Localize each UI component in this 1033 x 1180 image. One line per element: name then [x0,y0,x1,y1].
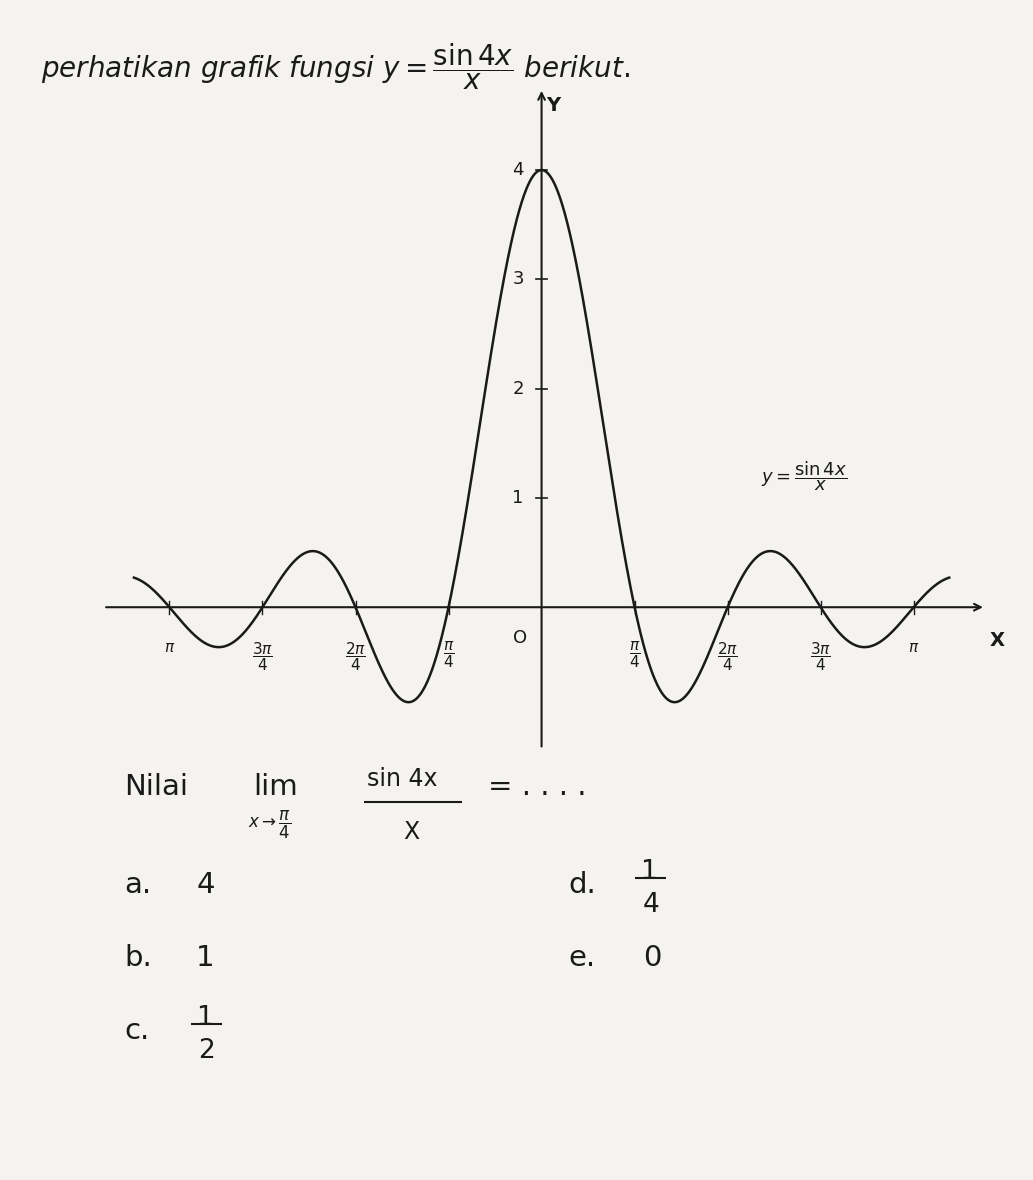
Text: 2: 2 [512,380,524,398]
Text: O: O [513,629,527,647]
Text: 1: 1 [196,1005,213,1031]
Text: 1: 1 [512,489,524,507]
Text: d.: d. [568,871,596,899]
Text: $\pi$: $\pi$ [908,640,919,655]
Text: $\it{perhatikan\ grafik\ fungsi\ }$$\mathit{y} = \dfrac{\sin 4x}{x}\ \mathit{ber: $\it{perhatikan\ grafik\ fungsi\ }$$\mat… [41,41,630,92]
Text: $\dfrac{3\pi}{4}$: $\dfrac{3\pi}{4}$ [252,640,273,673]
Text: 4: 4 [643,892,659,918]
Text: $\dfrac{3\pi}{4}$: $\dfrac{3\pi}{4}$ [810,640,832,673]
Text: Y: Y [546,96,561,114]
Text: e.: e. [568,944,595,972]
Text: $\dfrac{\pi}{4}$: $\dfrac{\pi}{4}$ [443,640,455,670]
Text: $x \rightarrow \dfrac{\pi}{4}$: $x \rightarrow \dfrac{\pi}{4}$ [248,808,291,840]
Text: lim: lim [253,773,298,801]
Text: b.: b. [124,944,152,972]
Text: 4: 4 [196,871,215,899]
Text: $\pi$: $\pi$ [164,640,176,655]
Text: $y = \dfrac{\sin 4x}{x}$: $y = \dfrac{\sin 4x}{x}$ [760,459,847,493]
Text: c.: c. [124,1017,149,1045]
Text: 3: 3 [512,270,524,288]
Text: 1: 1 [640,859,657,885]
Text: Nilai: Nilai [124,773,188,801]
Text: X: X [990,631,1004,650]
Text: 1: 1 [196,944,215,972]
Text: X: X [403,820,419,844]
Text: = . . . .: = . . . . [488,773,586,801]
Text: sin 4x: sin 4x [367,767,437,791]
Text: a.: a. [124,871,151,899]
Text: $\dfrac{2\pi}{4}$: $\dfrac{2\pi}{4}$ [717,640,739,673]
Text: $\dfrac{\pi}{4}$: $\dfrac{\pi}{4}$ [629,640,640,670]
Text: 0: 0 [644,944,662,972]
Text: $\dfrac{2\pi}{4}$: $\dfrac{2\pi}{4}$ [345,640,366,673]
Text: 4: 4 [512,160,524,179]
Text: 2: 2 [198,1038,215,1064]
